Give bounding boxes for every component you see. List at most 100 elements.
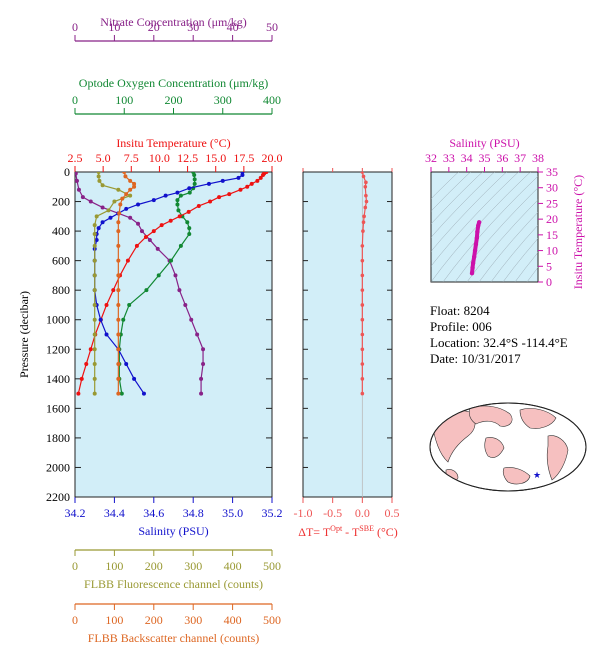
pressure-tick-label: 1200 xyxy=(46,342,70,356)
ts-x-tick-label: 35 xyxy=(479,151,491,165)
nitrate-point xyxy=(183,302,188,307)
backscatter-tick-label: 200 xyxy=(145,613,163,627)
temperature-point xyxy=(79,376,84,381)
ts-point xyxy=(471,254,477,260)
ts-point xyxy=(470,265,475,271)
ts-density-contour xyxy=(478,211,538,282)
temperature-tick-label: 2.5 xyxy=(68,151,83,165)
ts-point xyxy=(470,260,476,266)
fluorescence-tick-label: 500 xyxy=(263,559,281,573)
temperature-point xyxy=(208,199,213,204)
fluorescence-tick-label: 100 xyxy=(105,559,123,573)
salinity-point xyxy=(98,317,103,322)
float-info: Float: 8204 Profile: 006 Location: 32.4°… xyxy=(430,303,568,367)
ts-density-contour xyxy=(514,252,538,282)
temperature-tick-label: 12.5 xyxy=(177,151,198,165)
fluorescence-point xyxy=(92,232,97,237)
delta-point xyxy=(360,347,365,352)
temperature-axis-title: Insitu Temperature (°C) xyxy=(116,136,230,150)
backscatter-point xyxy=(122,172,127,174)
oxygen-point xyxy=(175,202,180,207)
oxygen-point xyxy=(121,317,126,322)
oxygen-point xyxy=(156,273,161,278)
nitrate-point xyxy=(88,199,93,204)
nitrate-axis-title: Nitrate Concentration (μm/kg) xyxy=(100,15,246,29)
temperature-point xyxy=(255,178,260,183)
temperature-point xyxy=(245,184,250,189)
ts-y-axis-title: Insitu Temperature (°C) xyxy=(571,175,585,289)
backscatter-point xyxy=(116,332,121,337)
delta-point xyxy=(361,229,365,233)
ts-axis-title: Salinity (PSU) xyxy=(449,136,519,150)
salinity-tick-label: 34.2 xyxy=(65,506,86,520)
fluorescence-point xyxy=(92,302,97,307)
nitrate-point xyxy=(199,376,204,381)
fluorescence-point xyxy=(128,193,133,198)
fluorescence-point xyxy=(97,178,102,183)
temperature-tick-label: 7.5 xyxy=(124,151,139,165)
world-map: ★ xyxy=(429,402,587,492)
temperature-point xyxy=(159,223,164,228)
fluorescence-point xyxy=(96,172,101,174)
oxygen-point xyxy=(187,232,192,237)
salinity-point xyxy=(206,181,211,186)
ts-point xyxy=(472,248,478,253)
fluorescence-point xyxy=(92,347,97,352)
delta-axis-label: ΔT= TOpt - TSBE (°C) xyxy=(298,524,398,539)
location: Location: 32.4°S -114.4°E xyxy=(430,335,568,350)
delta-tick-label: 0.5 xyxy=(385,506,400,520)
backscatter-point xyxy=(116,243,121,248)
fluorescence-point xyxy=(106,208,111,213)
temperature-point xyxy=(143,235,148,239)
fluorescence-point xyxy=(92,391,97,396)
temperature-point xyxy=(238,187,243,192)
pressure-tick-label: 0 xyxy=(64,165,70,179)
temperature-point xyxy=(168,218,173,223)
temperature-point xyxy=(84,362,89,367)
fluorescence-point xyxy=(92,273,97,278)
backscatter-tick-label: 400 xyxy=(224,613,242,627)
oxygen-tick-label: 300 xyxy=(214,93,232,107)
salinity-point xyxy=(124,362,129,367)
delta-point xyxy=(360,258,365,263)
temperature-tick-label: 15.0 xyxy=(205,151,226,165)
ts-density-contour xyxy=(431,172,483,225)
ts-x-tick-label: 37 xyxy=(514,151,526,165)
salinity-point xyxy=(94,237,99,242)
fluorescence-point xyxy=(96,174,101,179)
fluorescence-point xyxy=(92,223,97,228)
ts-x-tick-label: 32 xyxy=(425,151,437,165)
nitrate-tick-label: 50 xyxy=(266,20,278,34)
nitrate-point xyxy=(75,178,79,183)
nitrate-point xyxy=(177,288,182,293)
nitrate-point xyxy=(201,347,206,352)
nitrate-point xyxy=(100,205,105,210)
pressure-tick-label: 600 xyxy=(52,254,70,268)
temperature-tick-label: 5.0 xyxy=(96,151,111,165)
salinity-point xyxy=(187,186,192,191)
delta-tick-label: 0.0 xyxy=(355,506,370,520)
oxygen-point xyxy=(192,181,197,186)
salinity-point xyxy=(100,220,105,225)
salinity-point xyxy=(163,193,168,198)
backscatter-axis-title: FLBB Backscatter channel (counts) xyxy=(88,631,260,645)
temperature-point xyxy=(134,243,139,248)
salinity-point xyxy=(220,178,225,183)
ts-density-contour xyxy=(431,172,459,200)
pressure-tick-label: 2200 xyxy=(46,490,70,504)
backscatter-point xyxy=(118,202,123,207)
fluorescence-tick-label: 200 xyxy=(145,559,163,573)
float-location-star-icon: ★ xyxy=(533,470,541,480)
oxygen-point xyxy=(127,302,132,307)
oxygen-tick-label: 100 xyxy=(115,93,133,107)
nitrate-point xyxy=(139,229,144,234)
ts-density-contour xyxy=(431,172,495,238)
backscatter-point xyxy=(116,391,121,396)
fluorescence-tick-label: 0 xyxy=(72,559,78,573)
temperature-point xyxy=(260,172,265,177)
salinity-tick-label: 35.2 xyxy=(262,506,283,520)
delta-point xyxy=(360,317,365,322)
pressure-tick-label: 1600 xyxy=(46,401,70,415)
backscatter-point xyxy=(116,220,121,225)
